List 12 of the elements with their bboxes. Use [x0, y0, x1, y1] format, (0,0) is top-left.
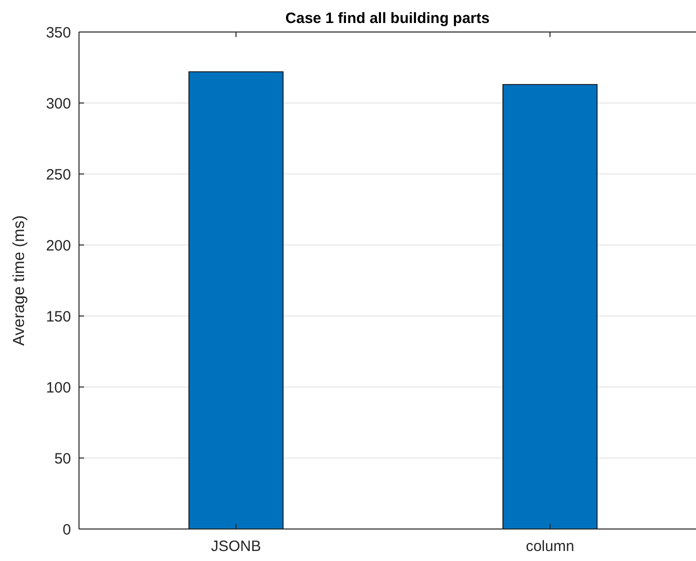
y-tick-label: 0: [62, 521, 71, 538]
y-tick-label: 150: [46, 308, 71, 326]
x-tick-label: column: [526, 538, 574, 555]
y-tick-label: 50: [54, 450, 71, 468]
y-tick-label: 250: [46, 166, 71, 184]
chart-title: Case 1 find all building parts: [285, 10, 490, 27]
y-tick-label: 200: [46, 237, 71, 254]
y-axis-title: Average time (ms): [11, 215, 28, 346]
y-tick-label: 350: [46, 24, 71, 42]
x-tick-label: JSONB: [210, 538, 262, 555]
y-tick-label: 300: [46, 95, 71, 112]
y-tick-label: 100: [46, 379, 71, 396]
